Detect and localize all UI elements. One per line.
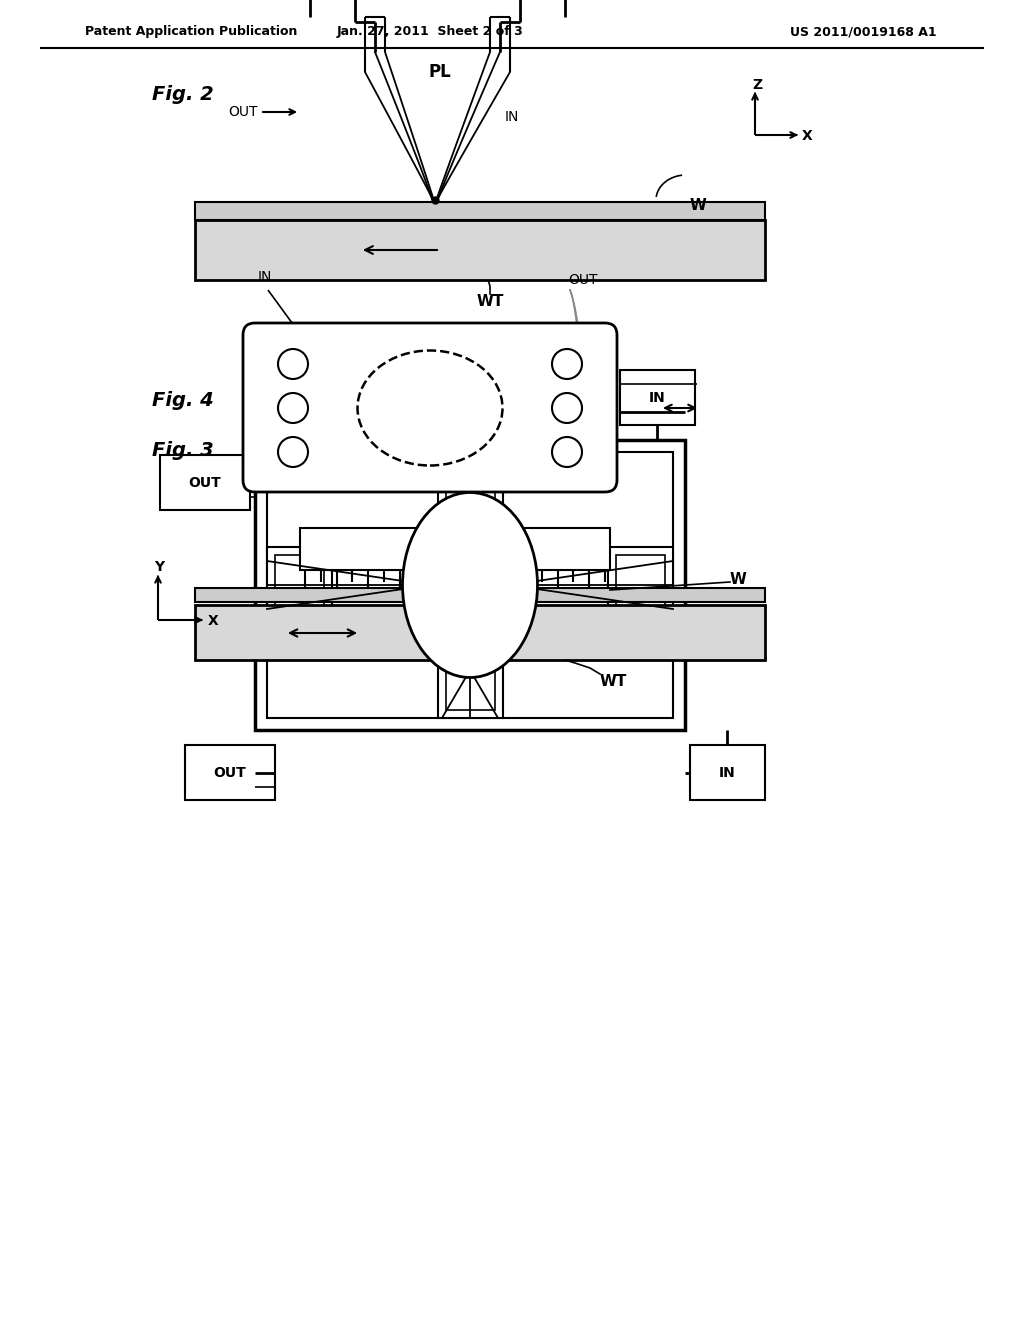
Text: OUT: OUT (188, 477, 221, 490)
Text: PL: PL (445, 543, 465, 556)
Text: WT: WT (476, 294, 504, 309)
Bar (446, 667, 495, 710)
Circle shape (278, 393, 308, 422)
Text: Fig. 4: Fig. 4 (152, 391, 214, 409)
Text: Jan. 27, 2011  Sheet 2 of 3: Jan. 27, 2011 Sheet 2 of 3 (337, 25, 523, 38)
Circle shape (552, 393, 582, 422)
Text: IN: IN (719, 766, 735, 780)
Bar (275, 554, 324, 614)
Bar (438, 451, 503, 512)
Text: OUT: OUT (228, 106, 258, 119)
Text: Fig. 2: Fig. 2 (152, 86, 214, 104)
Circle shape (278, 348, 308, 379)
Bar (616, 554, 665, 614)
Text: WT: WT (600, 675, 628, 689)
Text: US 2011/0019168 A1: US 2011/0019168 A1 (790, 25, 937, 38)
Text: X: X (208, 614, 218, 628)
Bar (690, 744, 765, 800)
Text: W: W (730, 573, 746, 587)
Bar (195, 220, 765, 280)
Bar (438, 657, 503, 718)
Ellipse shape (402, 492, 538, 677)
Text: Patent Application Publication: Patent Application Publication (85, 25, 297, 38)
Circle shape (552, 348, 582, 379)
Text: PL: PL (429, 63, 452, 81)
Ellipse shape (357, 351, 503, 466)
Text: Z: Z (752, 78, 762, 92)
Bar (267, 546, 332, 622)
Bar (620, 370, 695, 425)
Text: Y: Y (154, 560, 164, 574)
Text: OUT: OUT (568, 273, 597, 286)
Bar (195, 605, 765, 660)
Circle shape (552, 437, 582, 467)
Bar (195, 202, 765, 220)
Text: X: X (802, 129, 812, 143)
Bar (160, 455, 250, 510)
Text: W: W (690, 198, 707, 214)
Bar (267, 451, 673, 718)
Text: PL: PL (419, 399, 441, 417)
Bar (608, 546, 673, 622)
Bar (255, 440, 685, 730)
Bar (185, 744, 275, 800)
Text: OUT: OUT (214, 766, 247, 780)
Bar (300, 528, 610, 570)
Bar (446, 459, 495, 504)
Text: IN: IN (648, 391, 666, 405)
FancyBboxPatch shape (243, 323, 617, 492)
Text: IN: IN (258, 271, 272, 284)
Circle shape (278, 437, 308, 467)
Text: IN: IN (505, 110, 519, 124)
Bar (195, 587, 765, 602)
Text: PL: PL (458, 576, 482, 594)
Text: Fig. 3: Fig. 3 (152, 441, 214, 459)
